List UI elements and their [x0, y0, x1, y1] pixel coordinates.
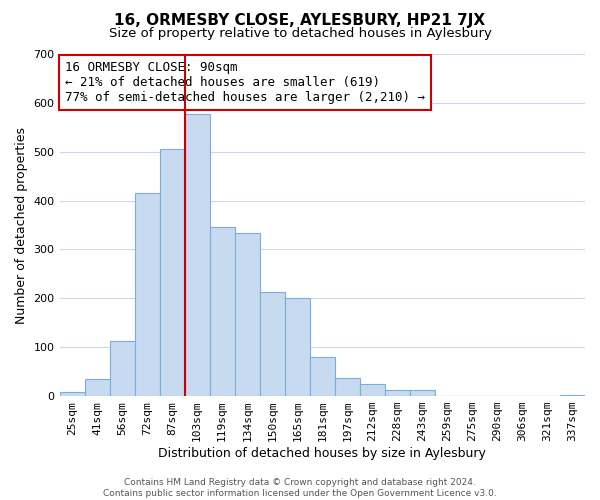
- Bar: [335, 378, 360, 396]
- Bar: [385, 390, 410, 396]
- Bar: [360, 384, 385, 396]
- X-axis label: Distribution of detached houses by size in Aylesbury: Distribution of detached houses by size …: [158, 447, 486, 460]
- Text: Contains HM Land Registry data © Crown copyright and database right 2024.
Contai: Contains HM Land Registry data © Crown c…: [103, 478, 497, 498]
- Bar: [185, 114, 209, 396]
- Bar: [209, 228, 235, 396]
- Text: 16 ORMESBY CLOSE: 90sqm
← 21% of detached houses are smaller (619)
77% of semi-d: 16 ORMESBY CLOSE: 90sqm ← 21% of detache…: [65, 61, 425, 104]
- Bar: [59, 392, 85, 396]
- Text: Size of property relative to detached houses in Aylesbury: Size of property relative to detached ho…: [109, 28, 491, 40]
- Bar: [160, 150, 185, 396]
- Text: 16, ORMESBY CLOSE, AYLESBURY, HP21 7JX: 16, ORMESBY CLOSE, AYLESBURY, HP21 7JX: [115, 12, 485, 28]
- Y-axis label: Number of detached properties: Number of detached properties: [15, 126, 28, 324]
- Bar: [260, 292, 285, 396]
- Bar: [560, 395, 585, 396]
- Bar: [235, 234, 260, 396]
- Bar: [110, 342, 134, 396]
- Bar: [285, 298, 310, 396]
- Bar: [85, 379, 110, 396]
- Bar: [310, 357, 335, 396]
- Bar: [410, 390, 435, 396]
- Bar: [134, 194, 160, 396]
